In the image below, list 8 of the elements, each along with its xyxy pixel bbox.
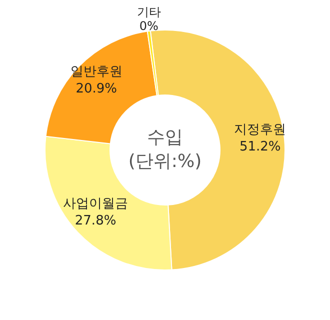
data-label: 51.2% (239, 139, 281, 154)
slice-label: 일반후원 (70, 64, 122, 80)
data-label: 0% (139, 19, 158, 34)
data-label: 20.9% (76, 82, 118, 97)
slice-label: 기타 (136, 5, 161, 20)
slice-label: 사업이월금 (63, 196, 128, 212)
data-label: 27.8% (74, 214, 116, 229)
text: 수입 (단위:%) (128, 126, 202, 172)
